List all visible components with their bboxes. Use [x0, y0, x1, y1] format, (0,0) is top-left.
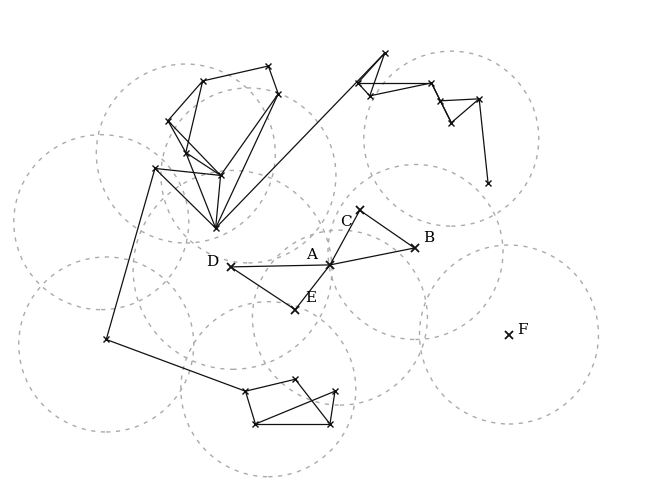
- Text: E: E: [305, 291, 316, 305]
- Text: A: A: [307, 248, 318, 262]
- Text: F: F: [517, 323, 528, 336]
- Text: B: B: [423, 231, 434, 245]
- Text: C: C: [340, 215, 352, 229]
- Text: D: D: [206, 255, 219, 269]
